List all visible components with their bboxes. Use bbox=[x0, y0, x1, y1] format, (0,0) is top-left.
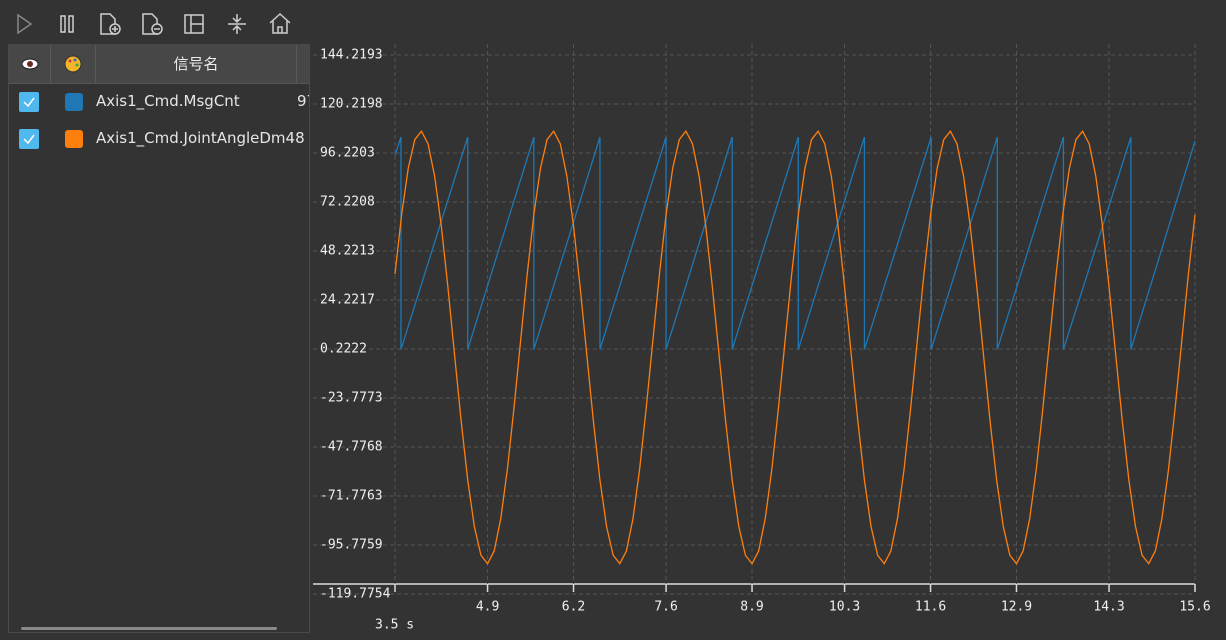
y-tick-label: 0.2222 bbox=[320, 341, 367, 356]
y-tick-label: -95.7759 bbox=[320, 538, 383, 553]
x-tick-label: 10.3 bbox=[829, 600, 860, 615]
compress-button[interactable] bbox=[228, 14, 246, 34]
y-tick-label: 144.2193 bbox=[320, 48, 383, 63]
checkbox[interactable] bbox=[19, 92, 39, 112]
x-tick-label: 12.9 bbox=[1001, 600, 1032, 615]
y-tick-label: -47.7768 bbox=[320, 439, 383, 454]
x-tick-label: 14.3 bbox=[1093, 600, 1124, 615]
y-tick-label: 48.2213 bbox=[320, 243, 375, 258]
signal-name: Axis1_Cmd.JointAngleDm48 bbox=[96, 129, 305, 147]
signal-value: 97 bbox=[297, 92, 309, 110]
y-tick-label: 96.2203 bbox=[320, 145, 375, 160]
pause-button[interactable] bbox=[60, 15, 74, 33]
x-tick-label: 6.2 bbox=[562, 600, 585, 615]
x-tick-label: 8.9 bbox=[740, 600, 763, 615]
name-header: 信号名 bbox=[96, 45, 297, 83]
visibility-header bbox=[9, 45, 51, 83]
remove-file-button[interactable] bbox=[142, 13, 163, 35]
add-file-button[interactable] bbox=[100, 13, 121, 35]
color-header bbox=[51, 45, 96, 83]
y-tick-label: 24.2217 bbox=[320, 293, 375, 308]
color-swatch[interactable] bbox=[65, 130, 83, 148]
series-line bbox=[394, 130, 1196, 565]
x-tick-label: 15.6 bbox=[1179, 600, 1210, 615]
table-header: 信号名 bbox=[9, 45, 309, 84]
x-tick-label: 7.6 bbox=[654, 600, 677, 615]
y-tick-label: -71.7763 bbox=[320, 488, 383, 503]
y-tick-label: -23.7773 bbox=[320, 390, 383, 405]
signal-name: Axis1_Cmd.MsgCnt bbox=[96, 92, 240, 110]
signal-row[interactable]: Axis1_Cmd.JointAngleDm48 bbox=[9, 121, 309, 158]
y-tick-label: 120.2198 bbox=[320, 96, 383, 111]
y-tick-label: -119.7754 bbox=[320, 587, 391, 602]
x-tick-label: 4.9 bbox=[476, 600, 499, 615]
signal-row[interactable]: Axis1_Cmd.MsgCnt 97 bbox=[9, 84, 309, 121]
scrollbar[interactable] bbox=[21, 627, 277, 630]
play-button[interactable] bbox=[17, 13, 33, 35]
x-tick-label: 3.5 s bbox=[375, 618, 414, 633]
y-tick-label: 72.2208 bbox=[320, 194, 375, 209]
layout-button[interactable] bbox=[184, 14, 204, 34]
signal-panel: 信号名 Axis1_Cmd.MsgCnt 97 Axis1_Cmd.JointA… bbox=[8, 44, 310, 633]
color-swatch[interactable] bbox=[65, 93, 83, 111]
x-tick-label: 11.6 bbox=[915, 600, 946, 615]
series-line bbox=[394, 136, 1196, 350]
toolbar bbox=[17, 12, 291, 35]
home-button[interactable] bbox=[269, 12, 291, 34]
checkbox[interactable] bbox=[19, 129, 39, 149]
